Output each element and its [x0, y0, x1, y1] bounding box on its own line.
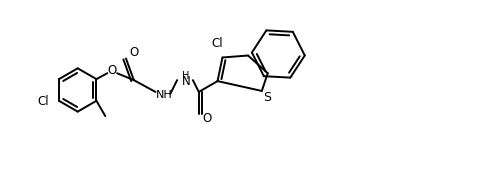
- Text: Cl: Cl: [37, 95, 49, 108]
- Text: O: O: [107, 64, 117, 77]
- Text: NH: NH: [156, 90, 172, 100]
- Text: Cl: Cl: [211, 37, 223, 50]
- Text: O: O: [202, 112, 211, 125]
- Text: N: N: [181, 75, 190, 88]
- Text: O: O: [129, 46, 138, 59]
- Text: S: S: [262, 91, 270, 104]
- Text: H: H: [182, 71, 189, 81]
